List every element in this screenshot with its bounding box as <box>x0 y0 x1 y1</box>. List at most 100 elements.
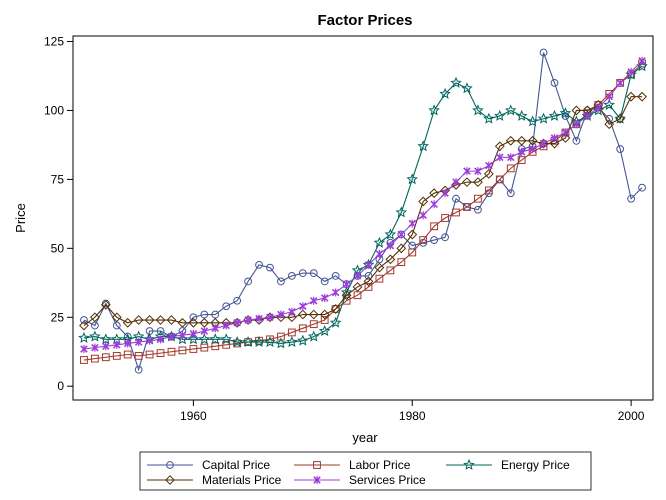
data-point-services-price <box>463 167 471 176</box>
data-point-materials-price <box>144 315 155 325</box>
y-tick-label: 100 <box>44 103 64 117</box>
data-point-energy-price <box>187 333 200 345</box>
data-point-energy-price <box>395 206 408 218</box>
data-point-capital-price <box>539 48 548 57</box>
data-point-services-price <box>452 178 460 187</box>
data-point-materials-price <box>330 304 341 314</box>
data-point-materials-price <box>100 299 111 310</box>
data-point-energy-price <box>559 107 572 119</box>
legend-marker <box>165 475 175 485</box>
data-point-services-price <box>561 128 570 137</box>
data-point-capital-price <box>364 272 373 280</box>
data-point-labor-price <box>495 175 504 184</box>
data-point-energy-price <box>548 109 561 121</box>
data-point-labor-price <box>80 356 88 364</box>
data-point-services-price <box>244 316 252 325</box>
data-point-energy-price <box>384 228 397 240</box>
data-point-energy-price <box>209 333 222 345</box>
data-point-services-price <box>266 313 274 322</box>
data-point-capital-price <box>222 302 231 311</box>
data-point-materials-price <box>451 180 461 190</box>
data-point-materials-price <box>79 320 89 331</box>
data-point-materials-price <box>166 315 177 325</box>
data-point-energy-price <box>100 333 112 345</box>
data-point-capital-price <box>287 272 296 280</box>
legend-marker <box>313 461 321 469</box>
data-point-capital-price <box>298 269 307 278</box>
data-point-services-price <box>605 92 613 101</box>
legend-item-capital-price: Capital Price <box>147 458 270 472</box>
data-point-services-price <box>594 103 603 112</box>
data-point-labor-price <box>123 350 132 359</box>
data-point-materials-price <box>429 188 440 199</box>
x-axis-label: year <box>352 430 378 445</box>
data-point-services-price <box>123 339 132 348</box>
data-point-materials-price <box>385 254 396 265</box>
data-point-services-price <box>255 314 263 323</box>
data-point-energy-price <box>275 337 287 349</box>
data-point-labor-price <box>309 320 318 329</box>
data-point-services-price <box>211 324 220 333</box>
data-point-materials-price <box>111 312 122 323</box>
data-point-services-price <box>288 307 296 316</box>
data-point-materials-price <box>527 135 538 146</box>
data-point-materials-price <box>276 312 286 323</box>
data-point-services-price <box>616 78 624 87</box>
data-point-labor-price <box>474 194 482 203</box>
data-point-capital-price <box>277 277 285 286</box>
data-point-energy-price <box>253 336 265 347</box>
data-point-materials-price <box>462 177 472 188</box>
data-point-capital-price <box>430 236 439 244</box>
data-point-services-price <box>506 153 515 162</box>
data-point-energy-price <box>439 87 451 99</box>
data-point-materials-price <box>188 317 199 328</box>
data-point-services-price <box>627 67 635 76</box>
data-point-materials-price <box>516 135 527 146</box>
data-point-labor-price <box>101 353 110 362</box>
data-point-services-price <box>441 189 449 198</box>
data-point-labor-price <box>331 305 340 313</box>
data-point-energy-price <box>461 82 473 94</box>
data-point-capital-price <box>266 263 274 272</box>
y-tick-label: 25 <box>51 310 65 324</box>
series-services-price <box>80 56 646 353</box>
data-point-capital-price <box>320 277 329 286</box>
data-point-services-price <box>145 336 154 345</box>
data-point-energy-price <box>625 68 637 80</box>
data-point-services-price <box>485 161 493 170</box>
data-point-energy-price <box>318 324 331 336</box>
data-point-capital-price <box>452 194 460 203</box>
data-point-energy-price <box>242 336 254 347</box>
data-point-services-price <box>430 200 438 209</box>
data-point-energy-price <box>417 140 429 152</box>
data-point-materials-price <box>199 317 210 328</box>
data-point-energy-price <box>329 316 342 328</box>
data-point-services-price <box>539 139 548 148</box>
data-point-labor-price <box>452 208 460 217</box>
data-point-energy-price <box>406 173 419 185</box>
data-point-services-price <box>91 343 99 352</box>
data-point-labor-price <box>419 236 428 244</box>
data-point-energy-price <box>472 104 484 116</box>
data-point-energy-price <box>483 112 495 124</box>
data-point-energy-price <box>297 334 309 346</box>
data-point-labor-price <box>506 164 515 173</box>
legend-label: Capital Price <box>202 458 270 472</box>
data-point-services-price <box>386 241 395 250</box>
data-point-services-price <box>419 211 427 220</box>
data-point-services-price <box>134 338 143 347</box>
data-point-capital-price <box>309 269 318 278</box>
data-point-services-price <box>102 342 110 351</box>
data-point-energy-price <box>450 76 462 88</box>
data-point-energy-price <box>603 98 615 110</box>
data-point-materials-price <box>286 312 297 323</box>
data-point-materials-price <box>407 229 418 240</box>
data-point-services-price <box>189 329 198 338</box>
data-point-materials-price <box>122 317 133 328</box>
data-point-materials-price <box>341 290 352 301</box>
x-tick-label: 2000 <box>618 409 645 423</box>
data-point-energy-price <box>231 336 243 347</box>
data-point-energy-price <box>198 333 211 345</box>
data-point-services-price <box>528 145 537 154</box>
